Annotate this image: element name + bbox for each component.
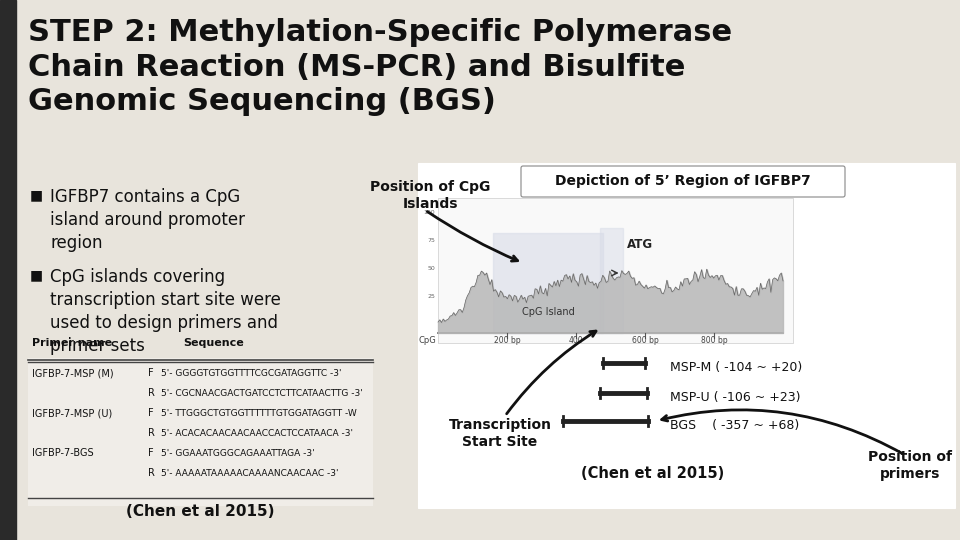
Text: IGFBP7 contains a CpG
island around promoter
region: IGFBP7 contains a CpG island around prom… bbox=[50, 188, 245, 252]
Text: CpG: CpG bbox=[419, 336, 436, 345]
Text: 50: 50 bbox=[427, 267, 435, 272]
Text: 25: 25 bbox=[427, 294, 435, 300]
Text: 5'- GGAAATGGGCAGAAATTAGA -3': 5'- GGAAATGGGCAGAAATTAGA -3' bbox=[161, 449, 315, 458]
Text: Sequence: Sequence bbox=[183, 338, 244, 348]
Text: (Chen et al 2015): (Chen et al 2015) bbox=[127, 504, 275, 519]
Text: 800 bp: 800 bp bbox=[701, 336, 728, 345]
FancyBboxPatch shape bbox=[521, 166, 845, 197]
Text: STEP 2: Methylation-Specific Polymerase
Chain Reaction (MS-PCR) and Bisulfite
Ge: STEP 2: Methylation-Specific Polymerase … bbox=[28, 18, 732, 117]
Bar bbox=[28, 358, 373, 506]
Text: IGFBP-7-MSP (M): IGFBP-7-MSP (M) bbox=[32, 368, 113, 378]
Text: 100: 100 bbox=[423, 211, 435, 215]
Text: (Chen et al 2015): (Chen et al 2015) bbox=[582, 466, 725, 481]
Text: R: R bbox=[148, 388, 155, 398]
Text: IGFBP-7-BGS: IGFBP-7-BGS bbox=[32, 448, 94, 458]
Text: Primer name: Primer name bbox=[32, 338, 112, 348]
Bar bbox=[493, 233, 603, 333]
Text: ■: ■ bbox=[30, 188, 43, 202]
Text: ■: ■ bbox=[30, 268, 43, 282]
Text: MSP-U ( -106 ~ +23): MSP-U ( -106 ~ +23) bbox=[670, 390, 801, 403]
Text: Position of
primers: Position of primers bbox=[868, 450, 952, 481]
Text: CpG islands covering
transcription start site were
used to design primers and
pr: CpG islands covering transcription start… bbox=[50, 268, 281, 355]
Bar bbox=[438, 198, 793, 343]
Bar bbox=[600, 228, 623, 333]
Text: 400: 400 bbox=[568, 336, 584, 345]
Text: F: F bbox=[148, 448, 154, 458]
Text: 5'- GGGGTGTGGTTTTCGCGATAGGTTC -3': 5'- GGGGTGTGGTTTTCGCGATAGGTTC -3' bbox=[161, 369, 342, 378]
Text: F: F bbox=[148, 368, 154, 378]
Text: 5'- AAAAATAAAAACAAAANCAACAAC -3': 5'- AAAAATAAAAACAAAANCAACAAC -3' bbox=[161, 469, 339, 478]
Text: 600 bp: 600 bp bbox=[632, 336, 659, 345]
Text: 75: 75 bbox=[427, 239, 435, 244]
Text: R: R bbox=[148, 468, 155, 478]
Text: BGS    ( -357 ~ +68): BGS ( -357 ~ +68) bbox=[670, 418, 800, 431]
Text: CpG Island: CpG Island bbox=[521, 307, 574, 317]
Text: ATG: ATG bbox=[627, 238, 653, 251]
Text: MSP-M ( -104 ~ +20): MSP-M ( -104 ~ +20) bbox=[670, 361, 803, 374]
Text: Transcription
Start Site: Transcription Start Site bbox=[448, 418, 551, 449]
Text: 200 bp: 200 bp bbox=[493, 336, 520, 345]
Text: 5'- CGCNAACGACTGATCCTCTTCATAACTTG -3': 5'- CGCNAACGACTGATCCTCTTCATAACTTG -3' bbox=[161, 389, 363, 398]
Bar bbox=[0, 0, 16, 540]
Bar bbox=[418, 163, 955, 508]
Text: F: F bbox=[148, 408, 154, 418]
Text: 5'- TTGGGCTGTGGTTTTTTGTGGATAGGTT -W: 5'- TTGGGCTGTGGTTTTTTGTGGATAGGTT -W bbox=[161, 409, 357, 418]
Text: IGFBP-7-MSP (U): IGFBP-7-MSP (U) bbox=[32, 408, 112, 418]
Text: 5'- ACACACAACAACAACCACTCCATAACA -3': 5'- ACACACAACAACAACCACTCCATAACA -3' bbox=[161, 429, 353, 438]
Text: R: R bbox=[148, 428, 155, 438]
Text: Position of CpG
Islands: Position of CpG Islands bbox=[370, 180, 491, 211]
Text: Depiction of 5’ Region of IGFBP7: Depiction of 5’ Region of IGFBP7 bbox=[555, 174, 811, 188]
